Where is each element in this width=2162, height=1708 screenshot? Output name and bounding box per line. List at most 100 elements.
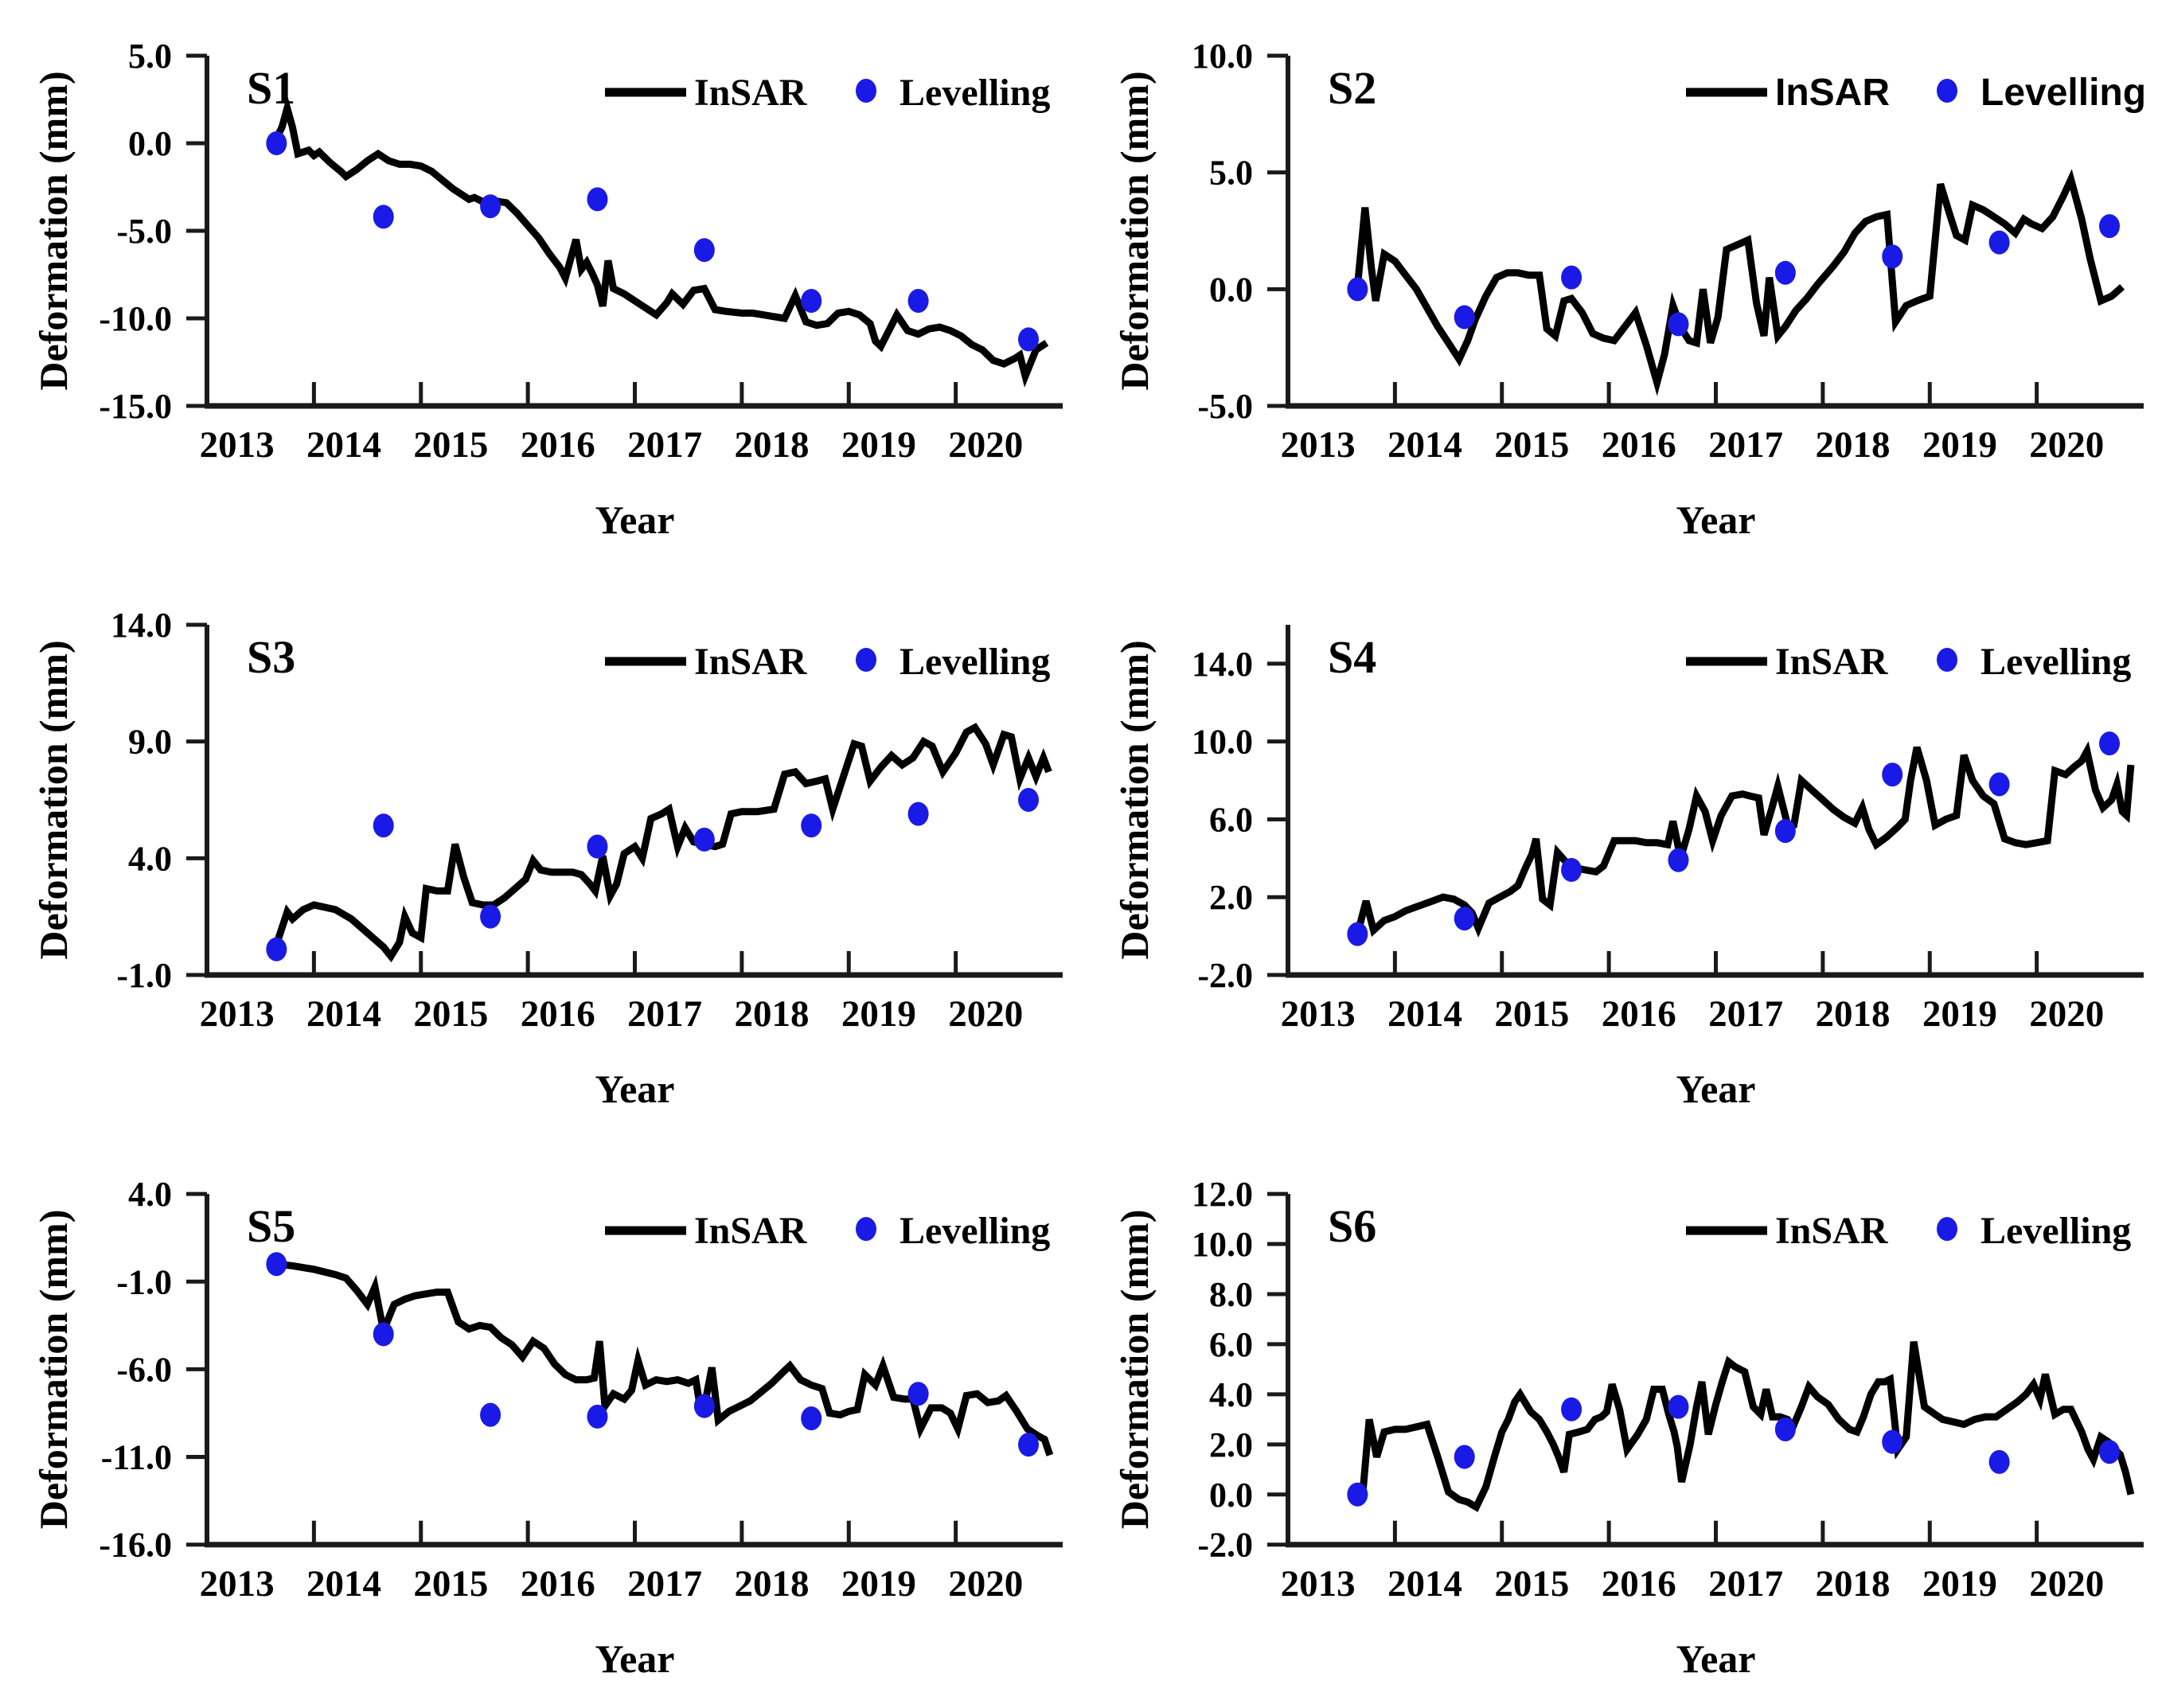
levelling-point: [693, 1394, 715, 1418]
panel-title: S4: [1328, 631, 1376, 683]
legend-insar-label: InSAR: [694, 72, 808, 114]
levelling-point: [480, 194, 501, 219]
y-tick-label: 10.0: [1192, 1225, 1253, 1264]
levelling-point: [1561, 265, 1582, 290]
levelling-point: [801, 813, 822, 838]
x-tick-label: 2014: [1387, 1563, 1462, 1605]
y-tick-label: -15.0: [99, 387, 172, 426]
x-axis-label: Year: [1676, 1636, 1756, 1681]
x-tick-label: 2019: [1922, 424, 1997, 466]
levelling-point: [1668, 848, 1689, 872]
x-tick-label: 2015: [413, 424, 488, 466]
insar-line: [1356, 1341, 2135, 1512]
x-tick-label: 2019: [841, 993, 916, 1035]
legend-insar-label: InSAR: [1775, 72, 1890, 114]
y-axis-label: Deformation (mm): [1112, 71, 1157, 390]
x-tick-label: 2015: [1494, 424, 1569, 466]
x-tick-label: 2019: [841, 1563, 916, 1605]
x-tick-label: 2017: [627, 993, 702, 1035]
x-tick-label: 2014: [306, 1563, 381, 1605]
y-tick-label: 10.0: [1192, 723, 1253, 762]
x-tick-label: 2018: [735, 993, 810, 1035]
x-tick-label: 2014: [1387, 993, 1462, 1035]
levelling-point: [801, 1406, 822, 1431]
y-tick-label: 6.0: [1209, 1325, 1253, 1364]
y-tick-label: 4.0: [128, 839, 172, 878]
y-tick-label: 10.0: [1192, 37, 1253, 76]
y-tick-label: -11.0: [101, 1438, 172, 1477]
x-tick-label: 2018: [735, 1563, 810, 1605]
levelling-point: [480, 904, 501, 929]
y-tick-label: -2.0: [1197, 1526, 1253, 1565]
levelling-point: [587, 187, 608, 212]
x-tick-label: 2019: [841, 424, 916, 466]
x-tick-label: 2017: [627, 1563, 702, 1605]
panel-title: S6: [1328, 1200, 1376, 1252]
y-tick-label: -5.0: [116, 212, 172, 251]
levelling-point: [693, 238, 715, 263]
x-tick-label: 2013: [200, 1563, 275, 1605]
x-axis-label: Year: [595, 1067, 675, 1111]
levelling-point: [907, 801, 929, 826]
x-tick-label: 2017: [1708, 1563, 1783, 1605]
x-tick-label: 2014: [306, 424, 381, 466]
legend-insar-label: InSAR: [694, 1210, 808, 1252]
panel-title: S3: [247, 631, 295, 683]
panel-title: S5: [247, 1200, 295, 1252]
levelling-point: [1018, 327, 1039, 352]
levelling-point: [480, 1402, 501, 1427]
levelling-point: [1774, 819, 1796, 844]
panel-title: S2: [1328, 62, 1376, 114]
y-tick-label: -6.0: [116, 1350, 172, 1389]
y-tick-label: 9.0: [128, 723, 172, 762]
levelling-point: [1454, 1445, 1475, 1469]
legend-dot-icon: [856, 648, 876, 672]
x-tick-label: 2016: [521, 993, 595, 1035]
levelling-point: [1347, 922, 1368, 946]
levelling-point: [1561, 858, 1582, 882]
levelling-point: [1454, 907, 1475, 931]
x-tick-label: 2018: [1816, 1563, 1891, 1605]
insar-line: [275, 1260, 1054, 1456]
levelling-point: [1882, 762, 1903, 787]
levelling-point: [1561, 1397, 1582, 1421]
x-tick-label: 2015: [1494, 1563, 1569, 1605]
legend-dot-icon: [856, 79, 876, 103]
chart-s4: 14.0 10.0 6.0 2.0 -2.0 2013 2014 2015 2016 2017 20…: [1112, 625, 2144, 1111]
levelling-point: [2099, 1440, 2120, 1464]
x-tick-label: 2017: [1708, 424, 1783, 466]
panel-s4: 14.0 10.0 6.0 2.0 -2.0 2013 2014 2015 2016 2017 20…: [1081, 569, 2162, 1138]
insar-line: [1353, 169, 2125, 396]
y-tick-label: 5.0: [128, 37, 172, 76]
chart-s6: 12.0 10.0 8.0 6.0 4.0 2.0 0.0 -2.0 2013 2014 2015 2…: [1112, 1175, 2144, 1681]
y-tick-label: 12.0: [1192, 1175, 1253, 1214]
legend-levelling-label: Levelling: [900, 641, 1050, 683]
levelling-point: [1668, 1394, 1689, 1419]
levelling-point: [1668, 312, 1689, 337]
chart-s2: 10.0 5.0 0.0 -5.0 2013 2014 2015 2016 2017 2018 20…: [1112, 37, 2146, 542]
x-tick-label: 2016: [521, 424, 595, 466]
levelling-point: [587, 1404, 608, 1429]
y-tick-label: -2.0: [1197, 956, 1253, 995]
levelling-point: [587, 834, 608, 859]
y-tick-label: -16.0: [99, 1526, 172, 1565]
levelling-point: [1882, 1429, 1903, 1454]
legend-insar-label: InSAR: [1775, 641, 1889, 683]
legend-dot-icon: [1937, 79, 1957, 103]
x-axis-label: Year: [595, 497, 675, 542]
legend-insar-label: InSAR: [694, 641, 808, 683]
levelling-point: [266, 1252, 287, 1277]
y-tick-label: 2.0: [1209, 878, 1253, 917]
x-tick-label: 2020: [2029, 993, 2104, 1035]
y-tick-label: 4.0: [128, 1175, 172, 1214]
levelling-point: [266, 937, 287, 961]
levelling-point: [1018, 1433, 1039, 1457]
levelling-point: [373, 813, 394, 838]
y-tick-label: 8.0: [1209, 1275, 1253, 1314]
x-axis-label: Year: [595, 1636, 675, 1681]
y-tick-label: 14.0: [1192, 645, 1253, 684]
x-tick-label: 2017: [627, 424, 702, 466]
x-axis-label: Year: [1676, 1067, 1756, 1111]
levelling-point: [2099, 731, 2120, 756]
